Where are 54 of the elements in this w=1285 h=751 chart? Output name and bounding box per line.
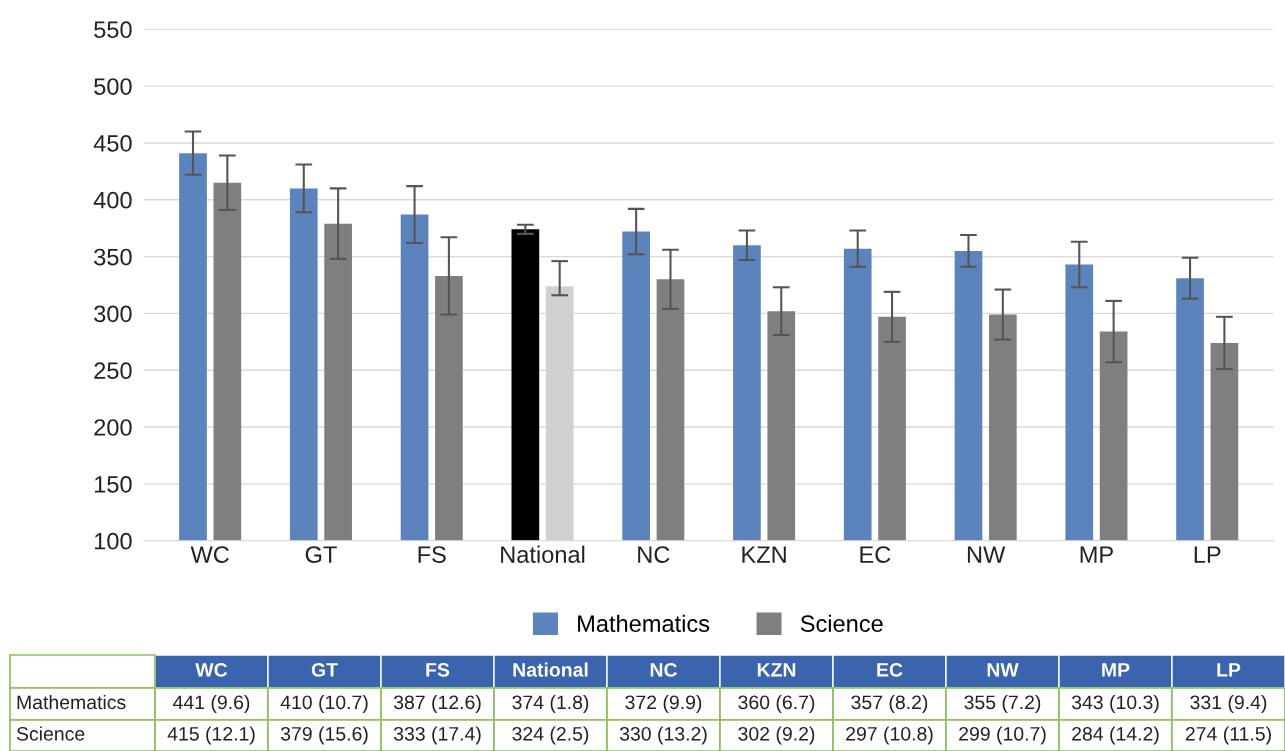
category-label: NC bbox=[650, 662, 678, 677]
category-label: GT bbox=[311, 662, 338, 677]
x-tick-label: WC bbox=[190, 546, 229, 563]
category-label: KZN bbox=[757, 663, 796, 677]
y-tick-label: 550 bbox=[94, 21, 132, 39]
x-tick-label: LP bbox=[1194, 546, 1221, 563]
data-label: 410 (10.7) bbox=[280, 694, 368, 714]
x-tick-label: National bbox=[501, 545, 585, 563]
data-label: 360 (6.7) bbox=[738, 694, 815, 714]
x-tick-label: NC bbox=[638, 546, 670, 563]
y-tick-label: 500 bbox=[94, 78, 132, 95]
category-label: National bbox=[513, 662, 588, 677]
y-tick-label: 250 bbox=[94, 362, 132, 380]
category-label: MP bbox=[1102, 663, 1130, 677]
data-label: 324 (2.5) bbox=[512, 726, 589, 745]
y-tick-label: 300 bbox=[94, 305, 132, 323]
category-label: FS bbox=[426, 662, 450, 677]
data-label: 387 (12.6) bbox=[393, 694, 481, 714]
y-tick-label: 400 bbox=[93, 191, 132, 209]
x-tick-label: FS bbox=[418, 546, 446, 563]
x-tick-label: GT bbox=[305, 546, 337, 563]
legend-label: Mathematics bbox=[578, 614, 710, 632]
x-tick-label: MP bbox=[1080, 546, 1113, 563]
data-label: 343 (10.3) bbox=[1071, 694, 1159, 714]
y-tick-label: 450 bbox=[93, 135, 132, 152]
data-label: 302 (9.2) bbox=[738, 726, 815, 745]
text: Mathematics bbox=[17, 694, 126, 710]
data-label: 331 (9.4) bbox=[1190, 694, 1267, 714]
category-label: EC bbox=[877, 662, 903, 677]
category-label: LP bbox=[1217, 663, 1241, 677]
x-tick-label: NW bbox=[967, 546, 1006, 563]
data-label: 299 (10.7) bbox=[959, 726, 1046, 745]
data-label: 357 (8.2) bbox=[851, 694, 928, 714]
y-tick-label: 150 bbox=[95, 475, 132, 493]
data-label: 372 (9.9) bbox=[625, 694, 702, 714]
data-label: 379 (15.6) bbox=[280, 726, 368, 745]
data-label: 333 (17.4) bbox=[393, 726, 481, 745]
data-label: 274 (11.5) bbox=[1185, 726, 1271, 745]
text: Science bbox=[16, 726, 85, 741]
x-tick-label: EC bbox=[860, 546, 891, 563]
data-label: 330 (13.2) bbox=[619, 726, 707, 745]
category-label: NW bbox=[987, 663, 1019, 677]
category-label: WC bbox=[195, 662, 228, 677]
data-label: 374 (1.8) bbox=[512, 694, 589, 714]
data-label: 297 (10.8) bbox=[846, 726, 933, 745]
data-label: 415 (12.1) bbox=[167, 726, 255, 745]
data-label: 284 (14.2) bbox=[1072, 726, 1159, 745]
y-tick-label: 200 bbox=[94, 419, 132, 436]
data-label: 441 (9.6) bbox=[173, 694, 250, 714]
y-tick-label: 350 bbox=[94, 248, 132, 266]
legend-label: Science bbox=[800, 614, 883, 632]
y-tick-label: 100 bbox=[95, 532, 132, 550]
x-tick-label: KZN bbox=[742, 546, 786, 563]
data-label: 355 (7.2) bbox=[964, 694, 1041, 714]
